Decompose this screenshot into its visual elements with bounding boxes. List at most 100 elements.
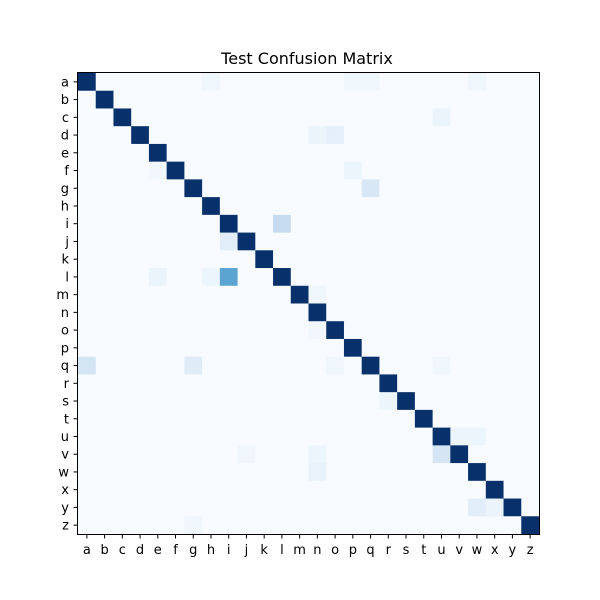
x-tick-label: q <box>366 543 374 558</box>
heatmap-cell-w-p <box>343 463 363 482</box>
heatmap-cell-h-d <box>131 197 150 216</box>
heatmap-cell-x-j <box>237 480 256 500</box>
heatmap-cell-e-w <box>468 143 487 163</box>
heatmap-cell-r-f <box>166 374 185 393</box>
heatmap-cell-m-e <box>148 285 168 305</box>
heatmap-cell-y-z <box>521 498 540 517</box>
heatmap-cell-k-p <box>343 250 363 269</box>
heatmap-cell-c-y <box>503 108 522 127</box>
x-tick-label: c <box>119 543 126 558</box>
heatmap-cell-s-r <box>379 392 398 411</box>
heatmap-cell-c-h <box>202 108 221 127</box>
heatmap-cell-c-m <box>290 108 310 127</box>
heatmap-cell-o-p <box>343 321 363 340</box>
heatmap-cell-g-y <box>503 179 522 198</box>
heatmap-cell-d-n <box>308 126 327 145</box>
heatmap-cell-s-o <box>326 392 345 411</box>
heatmap-cell-w-e <box>148 463 168 482</box>
heatmap-cell-b-z <box>521 90 540 110</box>
heatmap-cell-s-t <box>414 392 434 411</box>
heatmap-cell-z-z <box>521 516 540 535</box>
heatmap-cell-f-m <box>290 161 310 180</box>
heatmap-cell-j-y <box>503 232 522 251</box>
heatmap-cell-z-t <box>414 516 434 535</box>
heatmap-cell-x-c <box>113 480 132 500</box>
heatmap-cell-m-b <box>95 285 115 305</box>
x-tick-label: e <box>154 543 162 558</box>
heatmap-cell-b-c <box>113 90 132 110</box>
heatmap-cell-j-k <box>255 232 274 251</box>
heatmap-cell-t-j <box>237 409 256 429</box>
heatmap-cell-l-d <box>131 268 150 287</box>
heatmap-cell-y-y <box>503 498 522 517</box>
heatmap-cell-z-e <box>148 516 168 535</box>
heatmap-cell-i-g <box>184 214 203 234</box>
heatmap-cell-y-x <box>485 498 505 517</box>
heatmap-cell-t-k <box>255 409 274 429</box>
heatmap-cell-s-w <box>468 392 487 411</box>
heatmap-cell-f-k <box>255 161 274 180</box>
heatmap-cell-k-k <box>255 250 274 269</box>
heatmap-cell-z-b <box>95 516 115 535</box>
heatmap-cell-d-y <box>503 126 522 145</box>
heatmap-cell-s-c <box>113 392 132 411</box>
heatmap-cell-y-f <box>166 498 185 517</box>
heatmap-cell-l-n <box>308 268 327 287</box>
heatmap-cell-e-x <box>485 143 505 163</box>
heatmap-cell-f-d <box>131 161 150 180</box>
heatmap-cell-t-g <box>184 409 203 429</box>
heatmap-cell-p-m <box>290 338 310 358</box>
heatmap-cell-q-c <box>113 356 132 376</box>
heatmap-cell-a-y <box>503 73 522 92</box>
heatmap-cell-m-m <box>290 285 310 305</box>
heatmap-cell-k-n <box>308 250 327 269</box>
heatmap-cell-r-u <box>432 374 451 393</box>
heatmap-cell-k-q <box>361 250 381 269</box>
heatmap-cell-w-k <box>255 463 274 482</box>
heatmap-cell-e-n <box>308 143 327 163</box>
heatmap-cell-t-x <box>485 409 505 429</box>
heatmap-cell-z-h <box>202 516 221 535</box>
heatmap-cell-b-n <box>308 90 327 110</box>
heatmap-cell-s-j <box>237 392 256 411</box>
heatmap-cell-c-n <box>308 108 327 127</box>
heatmap-cell-b-t <box>414 90 434 110</box>
heatmap-cell-r-w <box>468 374 487 393</box>
heatmap-cell-h-b <box>95 197 115 216</box>
x-tick-label: d <box>136 543 144 558</box>
heatmap-cell-k-b <box>95 250 115 269</box>
heatmap-cell-r-x <box>485 374 505 393</box>
heatmap-cell-s-v <box>450 392 469 411</box>
heatmap-cell-e-p <box>343 143 363 163</box>
heatmap-cell-c-u <box>432 108 451 127</box>
heatmap-cell-c-v <box>450 108 469 127</box>
heatmap-cell-h-x <box>485 197 505 216</box>
heatmap-cell-b-v <box>450 90 469 110</box>
heatmap-cell-k-s <box>397 250 416 269</box>
heatmap-cell-c-z <box>521 108 540 127</box>
heatmap-cell-p-t <box>414 338 434 358</box>
heatmap-cell-p-u <box>432 338 451 358</box>
heatmap-cell-i-t <box>414 214 434 234</box>
x-tick-label: p <box>349 543 357 558</box>
heatmap-cell-g-a <box>78 179 97 198</box>
heatmap-cell-b-p <box>343 90 363 110</box>
heatmap-cell-p-k <box>255 338 274 358</box>
heatmap-cell-a-o <box>326 73 345 92</box>
heatmap-cell-p-n <box>308 338 327 358</box>
heatmap-cell-r-l <box>273 374 292 393</box>
heatmap-cell-s-h <box>202 392 221 411</box>
x-tick-label: u <box>437 543 445 558</box>
heatmap-cell-p-o <box>326 338 345 358</box>
heatmap-cell-w-t <box>414 463 434 482</box>
heatmap-cell-w-q <box>361 463 381 482</box>
heatmap-cell-z-o <box>326 516 345 535</box>
heatmap-cell-g-o <box>326 179 345 198</box>
heatmap-cell-u-t <box>414 427 434 446</box>
heatmap-cell-b-e <box>148 90 168 110</box>
heatmap-cell-y-w <box>468 498 487 517</box>
heatmap-cell-l-f <box>166 268 185 287</box>
heatmap-cell-p-s <box>397 338 416 358</box>
heatmap-cell-e-h <box>202 143 221 163</box>
heatmap-cell-u-o <box>326 427 345 446</box>
